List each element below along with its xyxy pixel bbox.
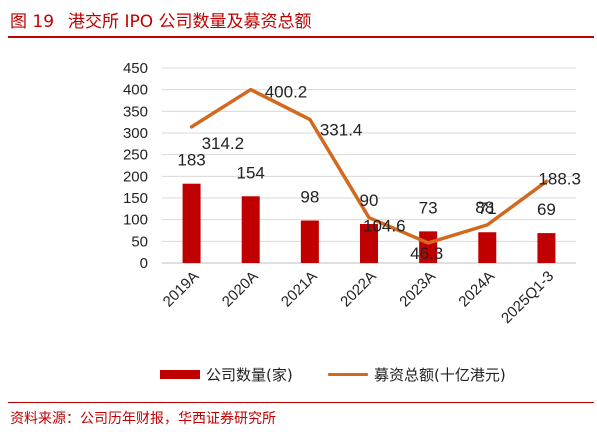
y-tick-label: 150 [123,190,148,207]
x-tick-label: 2023A [396,268,439,311]
bar-data-label: 71 [478,199,497,218]
bar-2021A [300,220,319,263]
line-data-label: 331.4 [320,120,363,139]
y-tick-label: 200 [123,168,148,185]
y-tick-label: 450 [123,60,148,77]
bar-data-label: 154 [237,163,265,182]
bar-2019A [182,183,201,263]
line-series-amount [189,87,549,245]
line-data-label: 46.3 [410,244,443,263]
bar-data-label: 183 [177,151,205,170]
figure-title-row: 图 19 港交所 IPO 公司数量及募资总额 [10,6,312,32]
figure-title: 港交所 IPO 公司数量及募资总额 [68,11,312,32]
bar-data-label: 73 [419,198,438,217]
bar-data-label: 98 [300,188,319,207]
y-tick-label: 300 [123,125,148,142]
x-tick-label: 2019A [160,268,203,311]
y-tick-label: 50 [131,233,148,250]
x-tick-label: 2024A [455,268,498,311]
y-tick-label: 100 [123,212,148,229]
chart-area: 0 50 100 150 200 250 300 350 400 450 183 154 98 90 73 7… [0,40,597,400]
y-tick-label: 0 [140,255,148,272]
x-tick-label: 2025Q1-3 [498,268,557,327]
bar-2020A [241,196,260,263]
legend-label-count: 公司数量(家) [206,365,293,384]
legend-item-count: 公司数量(家) [160,360,293,388]
x-tick-label: 2022A [337,268,380,311]
title-divider [8,36,594,38]
legend-swatch-line [328,372,368,376]
y-tick-label: 250 [123,147,148,164]
bar-data-label: 90 [360,191,379,210]
legend-item-amount: 募资总额(十亿港元) [328,360,506,388]
figure-number: 图 19 [10,11,55,32]
legend-label-amount: 募资总额(十亿港元) [374,365,506,384]
x-tick-label: 2021A [278,268,321,311]
line-data-label: 188.3 [538,169,581,188]
legend: 公司数量(家) 募资总额(十亿港元) [0,360,597,388]
source-divider [8,402,594,403]
legend-swatch-bar [160,369,200,379]
combo-chart: 0 50 100 150 200 250 300 350 400 450 183 154 98 90 73 7… [123,60,581,327]
y-tick-label: 350 [123,103,148,120]
bar-2025Q1-3 [537,233,556,263]
line-data-label: 314.2 [202,134,245,153]
source-note: 资料来源：公司历年财报，华西证券研究所 [10,411,276,427]
bar-2024A [478,232,497,263]
line-data-label: 88 [475,198,494,217]
bar-data-label: 69 [537,200,556,219]
x-tick-label: 2020A [219,268,262,311]
y-tick-label: 400 [123,82,148,99]
line-data-label: 400.2 [265,83,308,102]
line-data-label: 104.6 [363,217,406,236]
bar-2022A [360,224,378,263]
